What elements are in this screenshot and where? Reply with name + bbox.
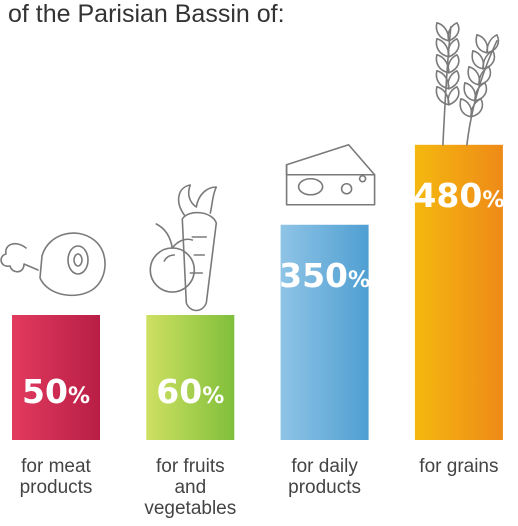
category-label-1: for fruits and vegetables	[144, 456, 236, 519]
chart-heading: of the Parisian Bassin of:	[8, 0, 285, 28]
bar-3	[414, 144, 503, 441]
bar-2	[280, 224, 369, 440]
cheese-icon	[285, 143, 376, 206]
category-label-3: for grains	[419, 456, 498, 477]
fruit-vegetable-icon	[149, 184, 218, 312]
bar-1	[146, 315, 235, 440]
category-label-2: for daily products	[288, 456, 361, 498]
value-label-2: 350%	[279, 256, 370, 295]
wheat-icon	[435, 22, 500, 146]
category-label-0: for meat products	[20, 456, 93, 498]
value-label-1: 60%	[156, 372, 224, 411]
value-label-3: 480%	[413, 176, 504, 215]
bar-0	[12, 315, 100, 440]
meat-ham-icon	[0, 232, 106, 297]
value-label-0: 50%	[22, 372, 90, 411]
